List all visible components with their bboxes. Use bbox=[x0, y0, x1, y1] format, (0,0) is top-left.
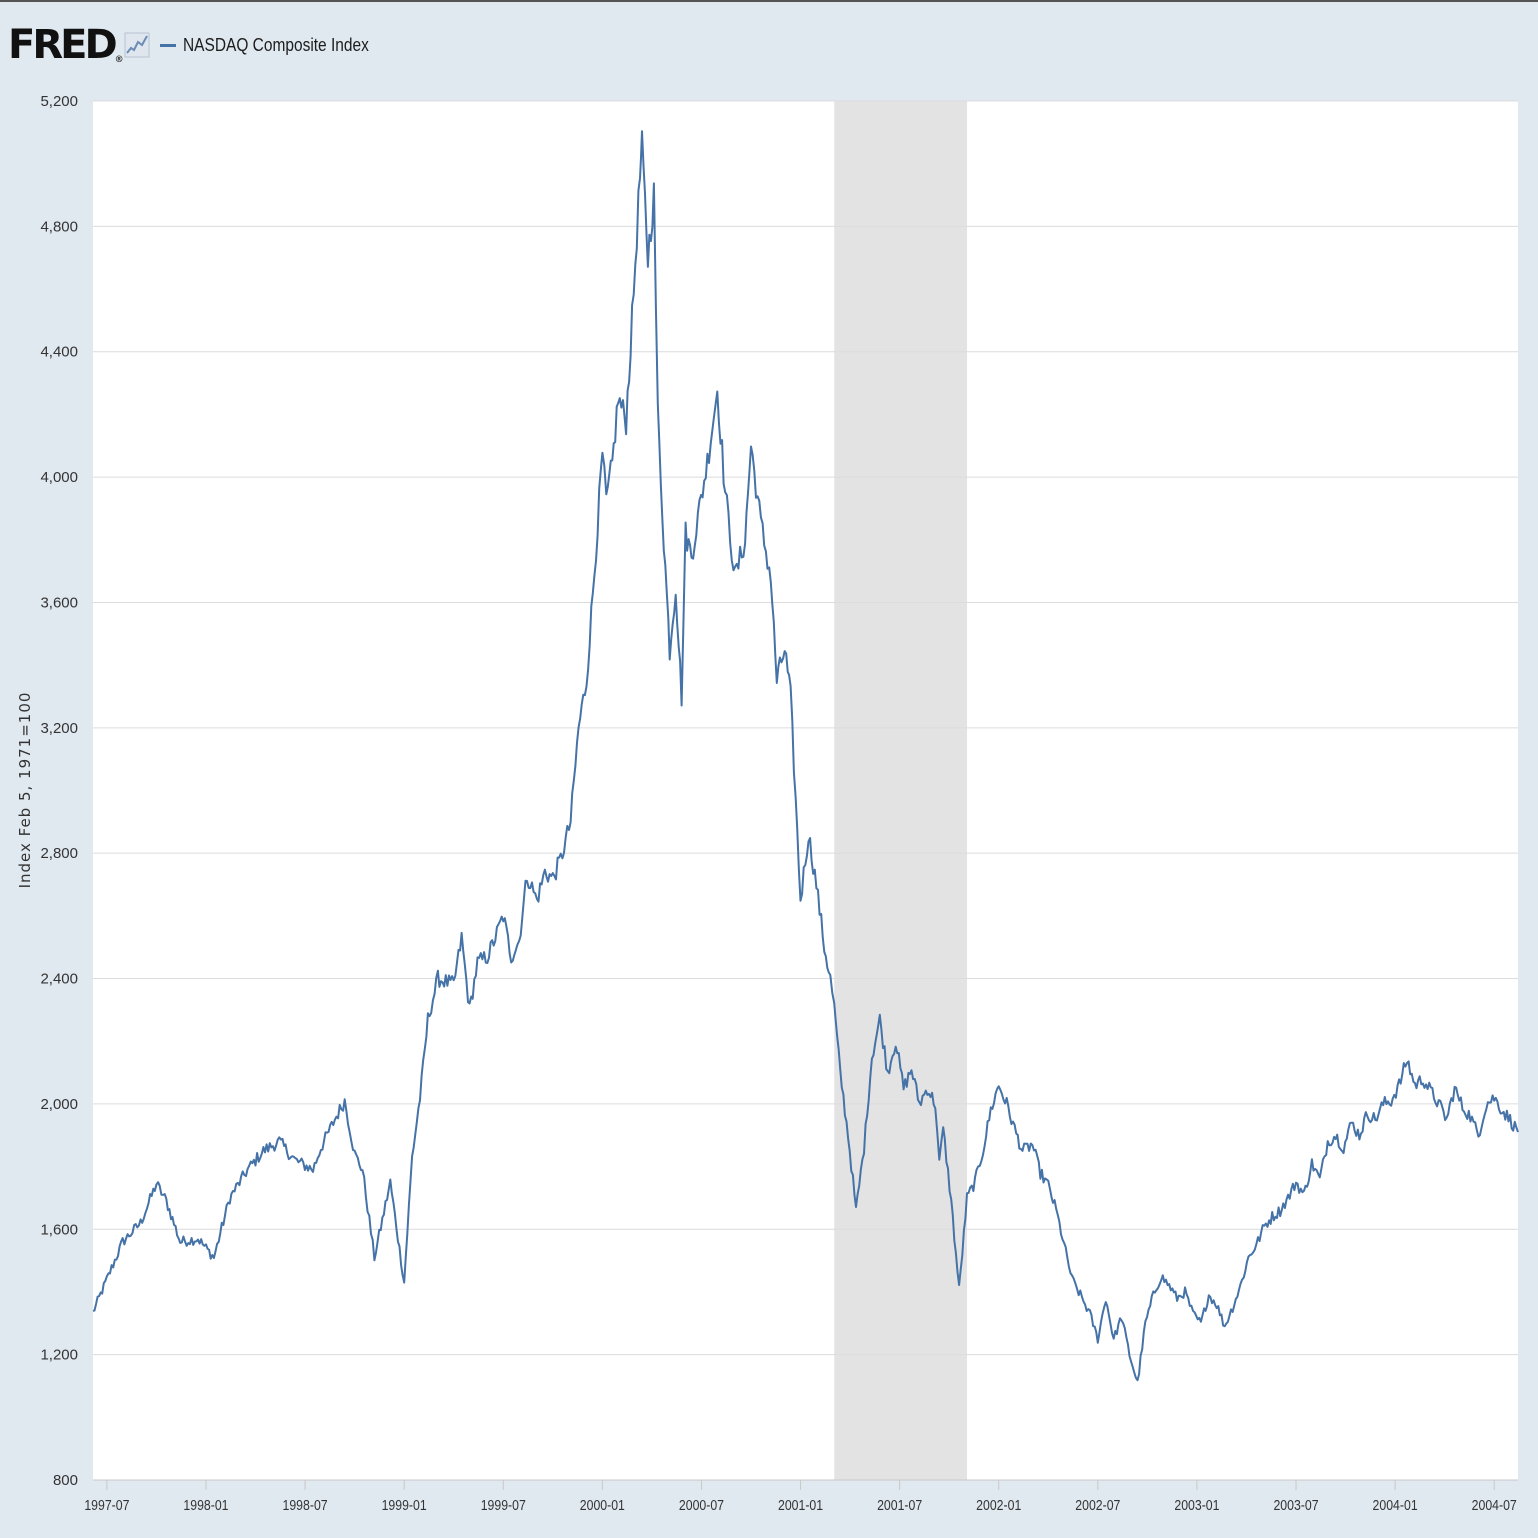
y-tick-label: 1,600 bbox=[40, 1221, 78, 1238]
x-tick-label: 2003-07 bbox=[1273, 1497, 1318, 1513]
chart-header: FRED® NASDAQ Composite Index bbox=[8, 20, 399, 70]
series-line bbox=[92, 130, 1519, 1382]
y-tick-label: 4,000 bbox=[40, 469, 78, 486]
x-tick-label: 2000-01 bbox=[580, 1497, 625, 1513]
plot-background bbox=[93, 101, 1518, 1480]
y-axis-ticks: 800 1,200 1,600 2,000 2,400 2,800 3,200 3,600 4,… bbox=[40, 93, 78, 1489]
x-tick-label: 2004-01 bbox=[1373, 1497, 1418, 1513]
x-tick-label: 1998-07 bbox=[283, 1497, 328, 1513]
x-tick-label: 2001-07 bbox=[877, 1497, 922, 1513]
y-tick-label: 800 bbox=[53, 1472, 78, 1489]
gridlines bbox=[93, 100, 1518, 1356]
line-chart-icon bbox=[124, 32, 150, 58]
x-axis-ticks: 1997-07 1998-01 1998-07 1999-01 1999-07 2000-… bbox=[84, 1480, 1517, 1513]
y-tick-label: 5,200 bbox=[40, 93, 78, 110]
registered-mark: ® bbox=[114, 55, 124, 65]
y-tick-label: 4,800 bbox=[40, 218, 78, 235]
recession-band bbox=[834, 101, 968, 1480]
y-tick-label: 3,600 bbox=[40, 594, 78, 611]
x-tick-label: 2004-07 bbox=[1472, 1497, 1517, 1513]
recession-bands bbox=[834, 101, 968, 1480]
y-tick-label: 2,400 bbox=[40, 971, 78, 988]
x-tick-label: 1997-07 bbox=[84, 1497, 129, 1513]
y-tick-label: 3,200 bbox=[40, 720, 78, 737]
legend: NASDAQ Composite Index bbox=[159, 34, 399, 56]
legend-swatch bbox=[159, 43, 176, 47]
x-tick-label: 2000-07 bbox=[679, 1497, 724, 1513]
y-tick-label: 1,200 bbox=[40, 1347, 78, 1364]
y-tick-label: 4,400 bbox=[40, 344, 78, 361]
legend-series-label[interactable]: NASDAQ Composite Index bbox=[182, 34, 369, 55]
x-tick-label: 1998-01 bbox=[183, 1497, 228, 1513]
fred-logo-text: FRED bbox=[8, 22, 118, 68]
x-tick-label: 2002-07 bbox=[1075, 1497, 1120, 1513]
series-layer bbox=[92, 130, 1519, 1382]
x-tick-label: 1999-07 bbox=[481, 1497, 526, 1513]
x-tick-label: 2003-01 bbox=[1174, 1497, 1219, 1513]
top-border bbox=[0, 0, 1538, 2]
y-tick-label: 2,800 bbox=[40, 845, 78, 862]
x-tick-label: 2001-01 bbox=[778, 1497, 823, 1513]
fred-logo[interactable]: FRED® bbox=[8, 22, 124, 68]
x-tick-label: 2002-01 bbox=[976, 1497, 1021, 1513]
x-tick-label: 1999-01 bbox=[382, 1497, 427, 1513]
y-tick-label: 2,000 bbox=[40, 1096, 78, 1113]
